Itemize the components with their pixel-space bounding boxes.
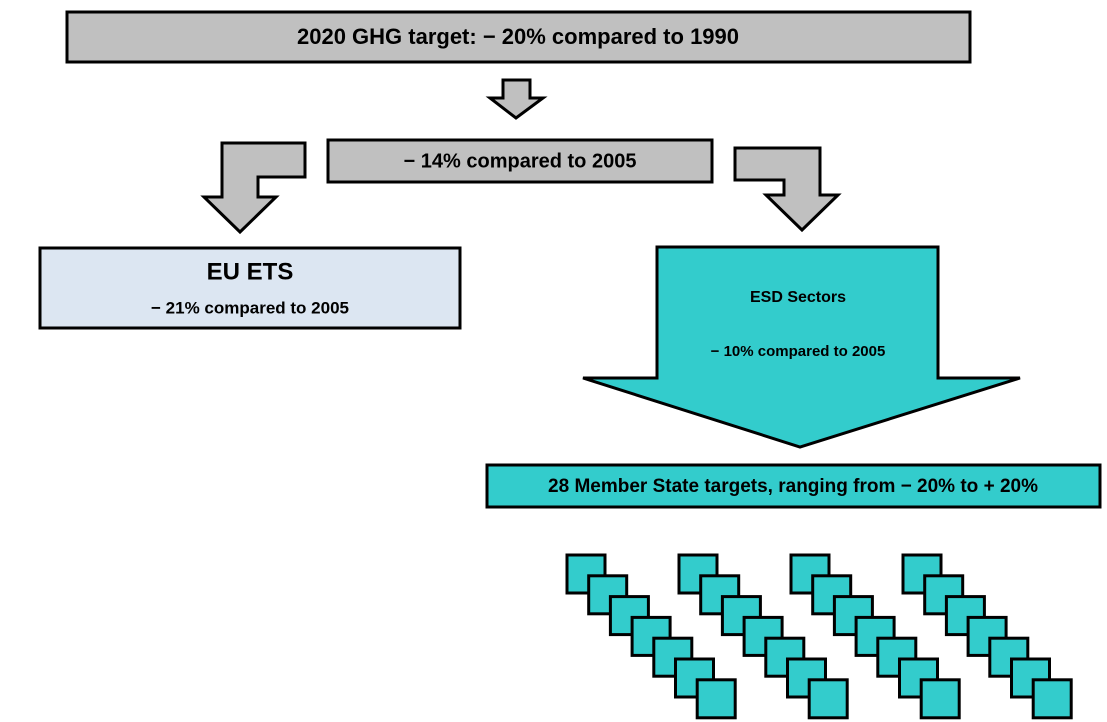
top-text: 2020 GHG target: − 20% compared to 1990 <box>297 24 739 49</box>
member-square <box>677 553 719 595</box>
down-arrow <box>485 78 548 120</box>
right-arrow <box>733 146 842 233</box>
ets-title: EU ETS <box>207 258 294 285</box>
member-square <box>699 574 741 616</box>
ets-subtitle: − 21% compared to 2005 <box>151 298 349 317</box>
left-arrow <box>200 141 307 235</box>
middle-box <box>326 138 714 184</box>
esd-arrow <box>582 245 1021 449</box>
member-square <box>695 678 737 720</box>
member-square <box>1031 678 1073 720</box>
member-box <box>485 463 1102 509</box>
esd-title: ESD Sectors <box>750 289 846 306</box>
top-box <box>65 10 972 64</box>
member-squares <box>565 553 1073 720</box>
member-square <box>919 678 961 720</box>
middle-text: − 14% compared to 2005 <box>404 150 637 172</box>
member-text: 28 Member State targets, ranging from − … <box>548 476 1038 497</box>
member-square <box>923 574 965 616</box>
member-square <box>807 678 849 720</box>
ets-box <box>38 246 462 330</box>
member-square <box>854 615 896 657</box>
member-square <box>786 657 827 699</box>
esd-subtitle: − 10% compared to 2005 <box>711 343 886 360</box>
